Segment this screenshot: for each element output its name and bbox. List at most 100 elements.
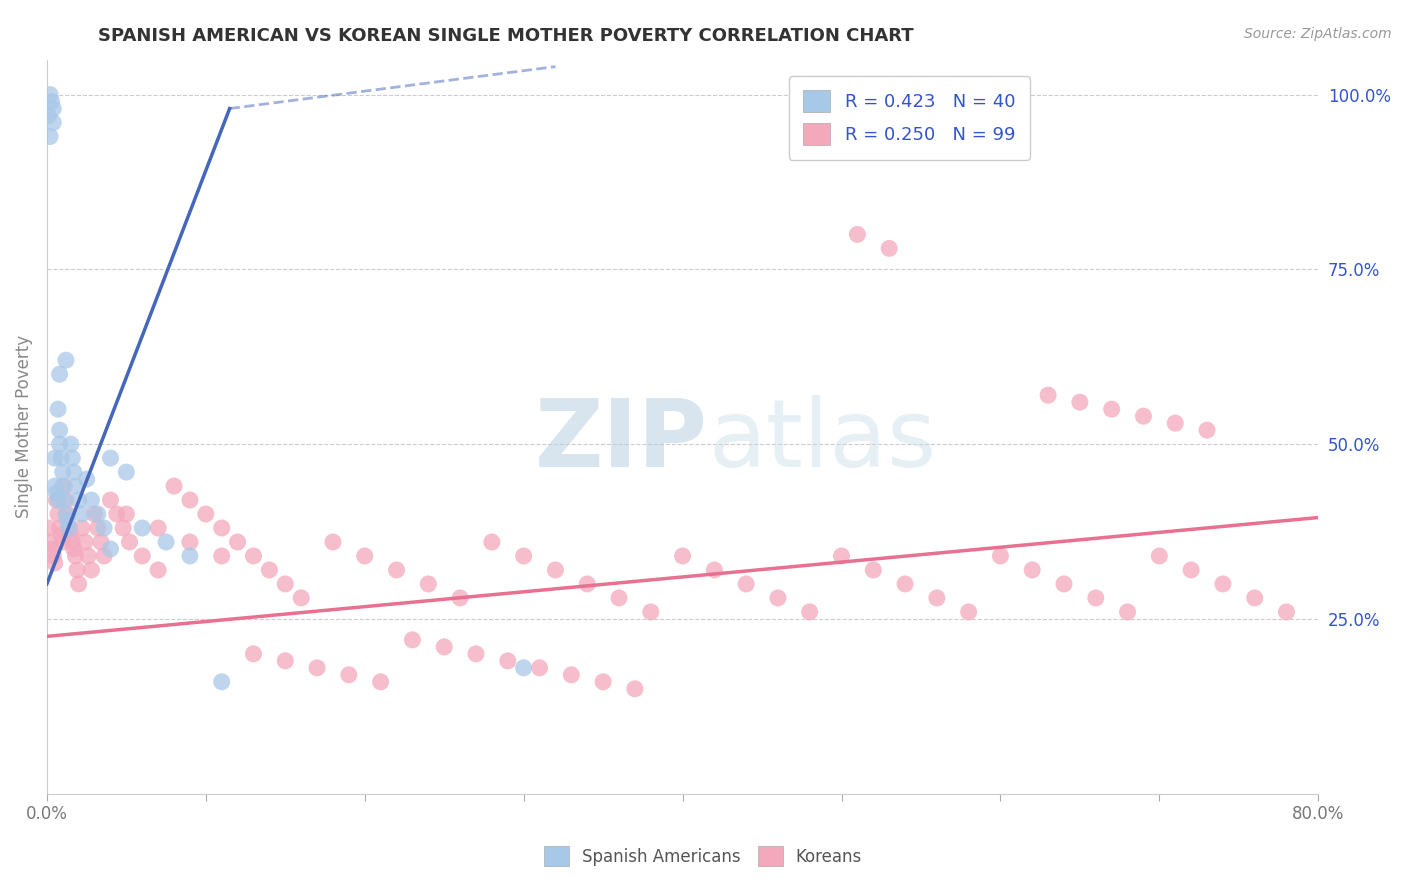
Point bbox=[179, 535, 201, 549]
Point bbox=[131, 521, 153, 535]
Text: ZIP: ZIP bbox=[536, 395, 709, 487]
Point bbox=[51, 528, 73, 542]
Point bbox=[65, 549, 87, 563]
Point bbox=[76, 472, 98, 486]
Point bbox=[115, 507, 138, 521]
Point bbox=[512, 549, 534, 563]
Point bbox=[58, 521, 80, 535]
Point bbox=[433, 640, 456, 654]
Point bbox=[70, 507, 93, 521]
Point bbox=[93, 521, 115, 535]
Point bbox=[957, 605, 980, 619]
Point bbox=[37, 521, 59, 535]
Point bbox=[46, 493, 69, 508]
Point bbox=[44, 556, 66, 570]
Point bbox=[100, 451, 122, 466]
Point bbox=[42, 549, 65, 563]
Point bbox=[48, 423, 70, 437]
Point bbox=[51, 451, 73, 466]
Point bbox=[77, 549, 100, 563]
Point bbox=[226, 535, 249, 549]
Point bbox=[290, 591, 312, 605]
Point bbox=[449, 591, 471, 605]
Point bbox=[112, 521, 135, 535]
Point bbox=[44, 451, 66, 466]
Point bbox=[211, 521, 233, 535]
Point bbox=[87, 507, 110, 521]
Point bbox=[93, 549, 115, 563]
Point bbox=[481, 535, 503, 549]
Point bbox=[80, 493, 103, 508]
Legend: R = 0.423   N = 40, R = 0.250   N = 99: R = 0.423 N = 40, R = 0.250 N = 99 bbox=[789, 76, 1029, 160]
Point bbox=[39, 87, 62, 102]
Point bbox=[370, 674, 392, 689]
Point bbox=[862, 563, 884, 577]
Point bbox=[576, 577, 599, 591]
Point bbox=[671, 549, 693, 563]
Point bbox=[146, 563, 169, 577]
Point bbox=[703, 563, 725, 577]
Point bbox=[544, 563, 567, 577]
Point bbox=[894, 577, 917, 591]
Y-axis label: Single Mother Poverty: Single Mother Poverty bbox=[15, 335, 32, 518]
Point bbox=[592, 674, 614, 689]
Point bbox=[65, 479, 87, 493]
Point bbox=[925, 591, 948, 605]
Point bbox=[100, 541, 122, 556]
Point bbox=[55, 353, 77, 368]
Point bbox=[1069, 395, 1091, 409]
Point bbox=[1180, 563, 1202, 577]
Point bbox=[1149, 549, 1171, 563]
Point bbox=[48, 437, 70, 451]
Point bbox=[146, 521, 169, 535]
Point bbox=[512, 661, 534, 675]
Point bbox=[87, 521, 110, 535]
Point bbox=[115, 465, 138, 479]
Point bbox=[1195, 423, 1218, 437]
Point bbox=[385, 563, 408, 577]
Point bbox=[60, 535, 83, 549]
Point bbox=[274, 654, 297, 668]
Point bbox=[799, 605, 821, 619]
Point bbox=[59, 437, 82, 451]
Point bbox=[67, 577, 90, 591]
Point bbox=[48, 521, 70, 535]
Point bbox=[307, 661, 329, 675]
Point bbox=[640, 605, 662, 619]
Point bbox=[42, 102, 65, 116]
Point bbox=[624, 681, 647, 696]
Point bbox=[179, 493, 201, 508]
Point bbox=[211, 674, 233, 689]
Point bbox=[52, 479, 75, 493]
Point bbox=[1036, 388, 1059, 402]
Point bbox=[52, 535, 75, 549]
Point bbox=[1021, 563, 1043, 577]
Point bbox=[1101, 402, 1123, 417]
Text: Source: ZipAtlas.com: Source: ZipAtlas.com bbox=[1244, 27, 1392, 41]
Point bbox=[80, 563, 103, 577]
Point bbox=[37, 109, 59, 123]
Point bbox=[46, 402, 69, 417]
Point bbox=[1116, 605, 1139, 619]
Point bbox=[1084, 591, 1107, 605]
Point bbox=[766, 591, 789, 605]
Point bbox=[53, 493, 76, 508]
Point bbox=[831, 549, 853, 563]
Point bbox=[194, 507, 217, 521]
Point bbox=[58, 521, 80, 535]
Point bbox=[41, 95, 63, 109]
Point bbox=[337, 668, 360, 682]
Point bbox=[1212, 577, 1234, 591]
Point bbox=[465, 647, 488, 661]
Point bbox=[59, 528, 82, 542]
Point bbox=[53, 479, 76, 493]
Point bbox=[1164, 416, 1187, 430]
Point bbox=[45, 493, 67, 508]
Point bbox=[163, 479, 186, 493]
Point bbox=[877, 241, 900, 255]
Point bbox=[70, 521, 93, 535]
Point bbox=[1132, 409, 1154, 424]
Point bbox=[60, 451, 83, 466]
Text: SPANISH AMERICAN VS KOREAN SINGLE MOTHER POVERTY CORRELATION CHART: SPANISH AMERICAN VS KOREAN SINGLE MOTHER… bbox=[98, 27, 914, 45]
Point bbox=[73, 535, 96, 549]
